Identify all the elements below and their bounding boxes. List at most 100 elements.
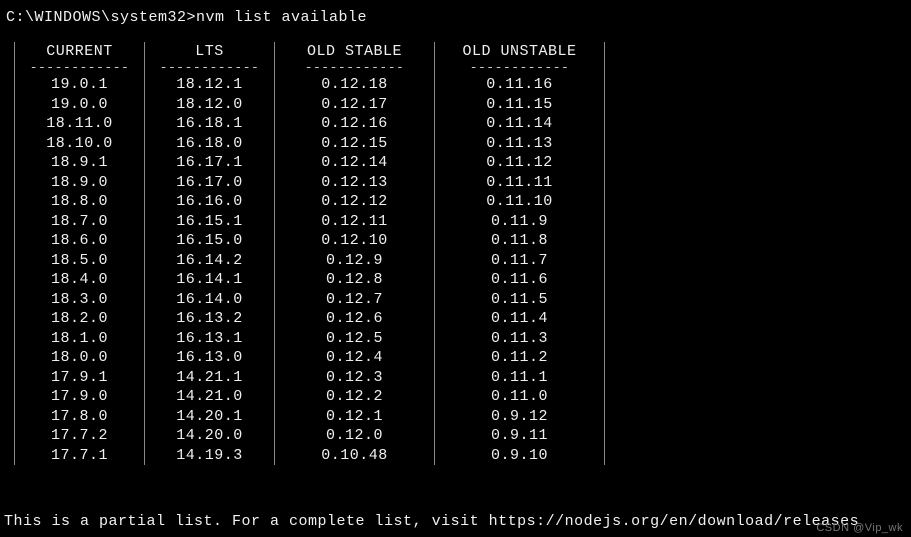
command-prompt-line: C:\WINDOWS\system32>nvm list available: [4, 8, 911, 28]
version-cell: 0.12.1: [275, 407, 435, 427]
version-cell: 0.12.2: [275, 387, 435, 407]
version-cell: 18.3.0: [15, 290, 145, 310]
version-cell: 19.0.1: [15, 75, 145, 95]
version-cell: 16.14.0: [145, 290, 275, 310]
version-cell: 0.12.4: [275, 348, 435, 368]
version-cell: 18.8.0: [15, 192, 145, 212]
table-row: 18.2.016.13.20.12.60.11.4: [15, 309, 605, 329]
version-cell: 16.14.2: [145, 251, 275, 271]
version-cell: 0.11.15: [435, 95, 605, 115]
version-cell: 18.5.0: [15, 251, 145, 271]
version-cell: 0.11.14: [435, 114, 605, 134]
dash-cell: ------------: [145, 63, 275, 75]
table-row: 18.5.016.14.20.12.90.11.7: [15, 251, 605, 271]
version-cell: 0.12.14: [275, 153, 435, 173]
version-cell: 16.18.1: [145, 114, 275, 134]
version-cell: 0.12.12: [275, 192, 435, 212]
table-row: 18.6.016.15.00.12.100.11.8: [15, 231, 605, 251]
version-cell: 16.17.0: [145, 173, 275, 193]
dash-cell: ------------: [435, 63, 605, 75]
version-cell: 18.4.0: [15, 270, 145, 290]
version-cell: 0.11.16: [435, 75, 605, 95]
version-cell: 17.8.0: [15, 407, 145, 427]
table-row: 17.9.114.21.10.12.30.11.1: [15, 368, 605, 388]
table-row: 18.1.016.13.10.12.50.11.3: [15, 329, 605, 349]
version-cell: 17.9.1: [15, 368, 145, 388]
version-cell: 16.18.0: [145, 134, 275, 154]
version-cell: 0.11.0: [435, 387, 605, 407]
dash-cell: ------------: [15, 63, 145, 75]
version-cell: 0.12.10: [275, 231, 435, 251]
version-cell: 16.14.1: [145, 270, 275, 290]
watermark-text: CSDN @Vip_wk: [816, 521, 903, 535]
table-row: 18.4.016.14.10.12.80.11.6: [15, 270, 605, 290]
version-cell: 17.9.0: [15, 387, 145, 407]
version-cell: 0.11.11: [435, 173, 605, 193]
version-cell: 14.21.0: [145, 387, 275, 407]
version-cell: 0.12.17: [275, 95, 435, 115]
version-cell: 14.20.0: [145, 426, 275, 446]
version-cell: 0.11.4: [435, 309, 605, 329]
version-cell: 16.15.1: [145, 212, 275, 232]
version-cell: 14.19.3: [145, 446, 275, 466]
version-cell: 0.11.9: [435, 212, 605, 232]
version-cell: 16.17.1: [145, 153, 275, 173]
version-cell: 16.15.0: [145, 231, 275, 251]
table-row: 19.0.118.12.10.12.180.11.16: [15, 75, 605, 95]
version-cell: 14.21.1: [145, 368, 275, 388]
version-cell: 0.11.1: [435, 368, 605, 388]
version-cell: 0.12.5: [275, 329, 435, 349]
table-row: 18.0.016.13.00.12.40.11.2: [15, 348, 605, 368]
table-row: 18.9.116.17.10.12.140.11.12: [15, 153, 605, 173]
version-cell: 0.9.11: [435, 426, 605, 446]
version-cell: 0.12.16: [275, 114, 435, 134]
version-cell: 0.11.5: [435, 290, 605, 310]
version-cell: 0.12.11: [275, 212, 435, 232]
version-cell: 0.9.10: [435, 446, 605, 466]
version-cell: 17.7.1: [15, 446, 145, 466]
version-cell: 18.9.0: [15, 173, 145, 193]
version-cell: 0.9.12: [435, 407, 605, 427]
version-cell: 0.12.7: [275, 290, 435, 310]
version-cell: 0.12.3: [275, 368, 435, 388]
version-cell: 0.11.6: [435, 270, 605, 290]
version-tbody: 19.0.118.12.10.12.180.11.1619.0.018.12.0…: [15, 75, 605, 465]
version-cell: 0.11.12: [435, 153, 605, 173]
version-cell: 18.9.1: [15, 153, 145, 173]
version-cell: 18.7.0: [15, 212, 145, 232]
version-cell: 0.12.9: [275, 251, 435, 271]
version-cell: 18.0.0: [15, 348, 145, 368]
table-row: 18.8.016.16.00.12.120.11.10: [15, 192, 605, 212]
version-cell: 0.11.8: [435, 231, 605, 251]
version-cell: 18.10.0: [15, 134, 145, 154]
table-row: 17.8.014.20.10.12.10.9.12: [15, 407, 605, 427]
version-cell: 0.10.48: [275, 446, 435, 466]
table-row: 17.7.114.19.30.10.480.9.10: [15, 446, 605, 466]
version-cell: 16.13.2: [145, 309, 275, 329]
version-cell: 0.12.18: [275, 75, 435, 95]
version-cell: 19.0.0: [15, 95, 145, 115]
version-cell: 16.13.0: [145, 348, 275, 368]
table-row: 18.11.016.18.10.12.160.11.14: [15, 114, 605, 134]
version-cell: 18.12.0: [145, 95, 275, 115]
version-table-wrap: CURRENT LTS OLD STABLE OLD UNSTABLE ----…: [14, 42, 911, 466]
table-row: 17.7.214.20.00.12.00.9.11: [15, 426, 605, 446]
version-cell: 0.12.8: [275, 270, 435, 290]
table-row: 18.7.016.15.10.12.110.11.9: [15, 212, 605, 232]
version-cell: 18.2.0: [15, 309, 145, 329]
version-cell: 0.11.3: [435, 329, 605, 349]
version-cell: 16.16.0: [145, 192, 275, 212]
version-cell: 14.20.1: [145, 407, 275, 427]
table-row: 18.10.016.18.00.12.150.11.13: [15, 134, 605, 154]
version-cell: 0.12.0: [275, 426, 435, 446]
version-cell: 0.11.13: [435, 134, 605, 154]
version-cell: 0.12.13: [275, 173, 435, 193]
dash-cell: ------------: [275, 63, 435, 75]
table-row: 19.0.018.12.00.12.170.11.15: [15, 95, 605, 115]
version-cell: 18.1.0: [15, 329, 145, 349]
table-row: 17.9.014.21.00.12.20.11.0: [15, 387, 605, 407]
footer-text: This is a partial list. For a complete l…: [0, 512, 859, 532]
version-table: CURRENT LTS OLD STABLE OLD UNSTABLE ----…: [14, 42, 605, 466]
version-cell: 0.11.2: [435, 348, 605, 368]
header-dash-row: ------------ ------------ ------------ -…: [15, 63, 605, 75]
